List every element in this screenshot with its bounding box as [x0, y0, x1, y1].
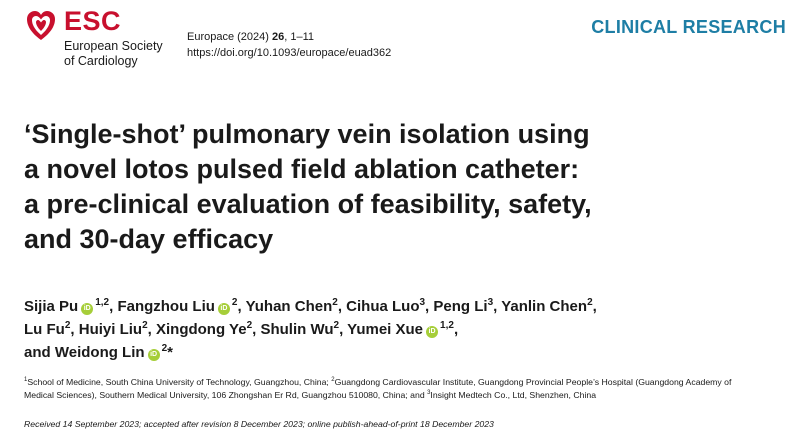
affiliation-text: Medical Sciences), Southern Medical Univ… [24, 390, 428, 400]
orcid-icon[interactable]: iD [217, 303, 230, 315]
affiliation-line-1: 1School of Medicine, South China Univers… [24, 376, 794, 389]
journal-pages: , 1–11 [284, 31, 315, 43]
author-conjunction: and [24, 344, 51, 361]
author-name: Shulin Wu [260, 321, 334, 338]
title-line-1: ‘Single-shot’ pulmonary vein isolation u… [24, 119, 590, 149]
article-category: CLINICAL RESEARCH [591, 17, 786, 37]
affiliation-text: Guangdong Cardiovascular Institute, Guan… [334, 377, 732, 387]
affiliation-number: 1 [24, 377, 28, 384]
author-name: Weidong Lin [54, 344, 145, 361]
journal-name: Europace (2024) [187, 31, 272, 43]
author-name: Fangzhou Liu [117, 298, 215, 315]
received-dates: Received 14 September 2023; accepted aft… [24, 419, 494, 429]
orcid-icon[interactable]: iD [81, 303, 94, 315]
author-affiliation-sup: 3 [419, 297, 426, 308]
affiliation-number: 3 [427, 390, 431, 397]
affiliation-text: Insight Medtech Co., Ltd, Shenzhen, Chin… [430, 390, 597, 400]
affiliation-number: 2 [331, 377, 335, 384]
esc-brand-wordmark: ESC [64, 6, 122, 36]
affiliation-text: School of Medicine, South China Universi… [27, 377, 332, 387]
journal-reference: Europace (2024) 26, 1–11 [187, 29, 391, 45]
author-name: Yumei Xue [347, 321, 424, 338]
author-affiliation-sup: 2 [333, 320, 340, 331]
affiliation-line-2: Medical Sciences), Southern Medical Univ… [24, 389, 794, 402]
journal-citation: Europace (2024) 26, 1–11 https://doi.org… [187, 29, 391, 61]
author-name: Huiyi Liu [78, 321, 143, 338]
author-list: Sijia Pu iD1,2, Fangzhou Liu iD2, Yuhan Ch… [24, 295, 794, 364]
author-affiliation-sup: 2 [64, 320, 71, 331]
title-line-3: a pre-clinical evaluation of feasibility… [24, 189, 592, 219]
author-affiliation-sup: 3 [487, 297, 494, 308]
society-name-line2: of Cardiology [64, 54, 138, 68]
author-name: Peng Li [433, 298, 488, 315]
society-name-line1: European Society [64, 39, 163, 53]
author-affiliation-sup: 2 [332, 297, 338, 308]
author-affiliation-sup: 1,2 [440, 320, 454, 331]
author-line-1: Sijia Pu iD1,2, Fangzhou Liu iD2, Yuhan Ch… [24, 297, 597, 315]
title-line-4: and 30-day efficacy [24, 224, 274, 254]
author-name: Sijia Pu [24, 298, 79, 315]
author-affiliation-sup: 2 [142, 320, 148, 331]
author-line-2: Lu Fu2, Huiyi Liu2, Xingdong Ye2, Shulin… [24, 320, 459, 338]
affiliations: 1School of Medicine, South China Univers… [24, 376, 794, 402]
author-affiliation-sup: 2 [231, 297, 238, 308]
doi-link[interactable]: https://doi.org/10.1093/europace/euad362 [187, 47, 392, 59]
author-affiliation-sup: 2 [246, 320, 253, 331]
corresponding-author-mark: * [167, 344, 173, 361]
esc-heart-logo-icon [27, 11, 55, 40]
journal-volume: 26 [272, 31, 285, 43]
title-line-2: a novel lotos pulsed field ablation cath… [24, 154, 580, 184]
article-title: ‘Single-shot’ pulmonary vein isolation u… [24, 117, 794, 257]
society-name: European Society of Cardiology [64, 39, 163, 69]
author-name: Cihua Luo [346, 298, 420, 315]
orcid-icon[interactable]: iD [426, 326, 439, 338]
author-name: Lu Fu [24, 321, 65, 338]
author-line-3: and Weidong Lin iD2* [24, 341, 794, 364]
author-affiliation-sup: 1,2 [95, 297, 110, 308]
author-name: Yanlin Chen [501, 298, 588, 315]
orcid-icon[interactable]: iD [147, 349, 160, 361]
author-affiliation-sup: 2 [161, 343, 168, 354]
author-affiliation-sup: 2 [587, 297, 593, 308]
author-name: Yuhan Chen [245, 298, 333, 315]
author-name: Xingdong Ye [155, 321, 247, 338]
